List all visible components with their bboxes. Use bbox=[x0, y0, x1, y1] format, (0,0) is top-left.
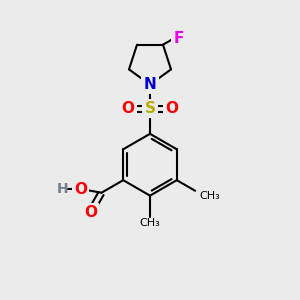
Text: O: O bbox=[84, 205, 97, 220]
Text: H: H bbox=[57, 182, 69, 196]
Text: N: N bbox=[144, 77, 156, 92]
Text: F: F bbox=[173, 31, 184, 46]
Text: O: O bbox=[166, 101, 178, 116]
Text: CH₃: CH₃ bbox=[140, 218, 160, 228]
Text: O: O bbox=[122, 101, 134, 116]
Text: S: S bbox=[145, 101, 155, 116]
Text: CH₃: CH₃ bbox=[200, 191, 220, 201]
Text: O: O bbox=[74, 182, 87, 196]
